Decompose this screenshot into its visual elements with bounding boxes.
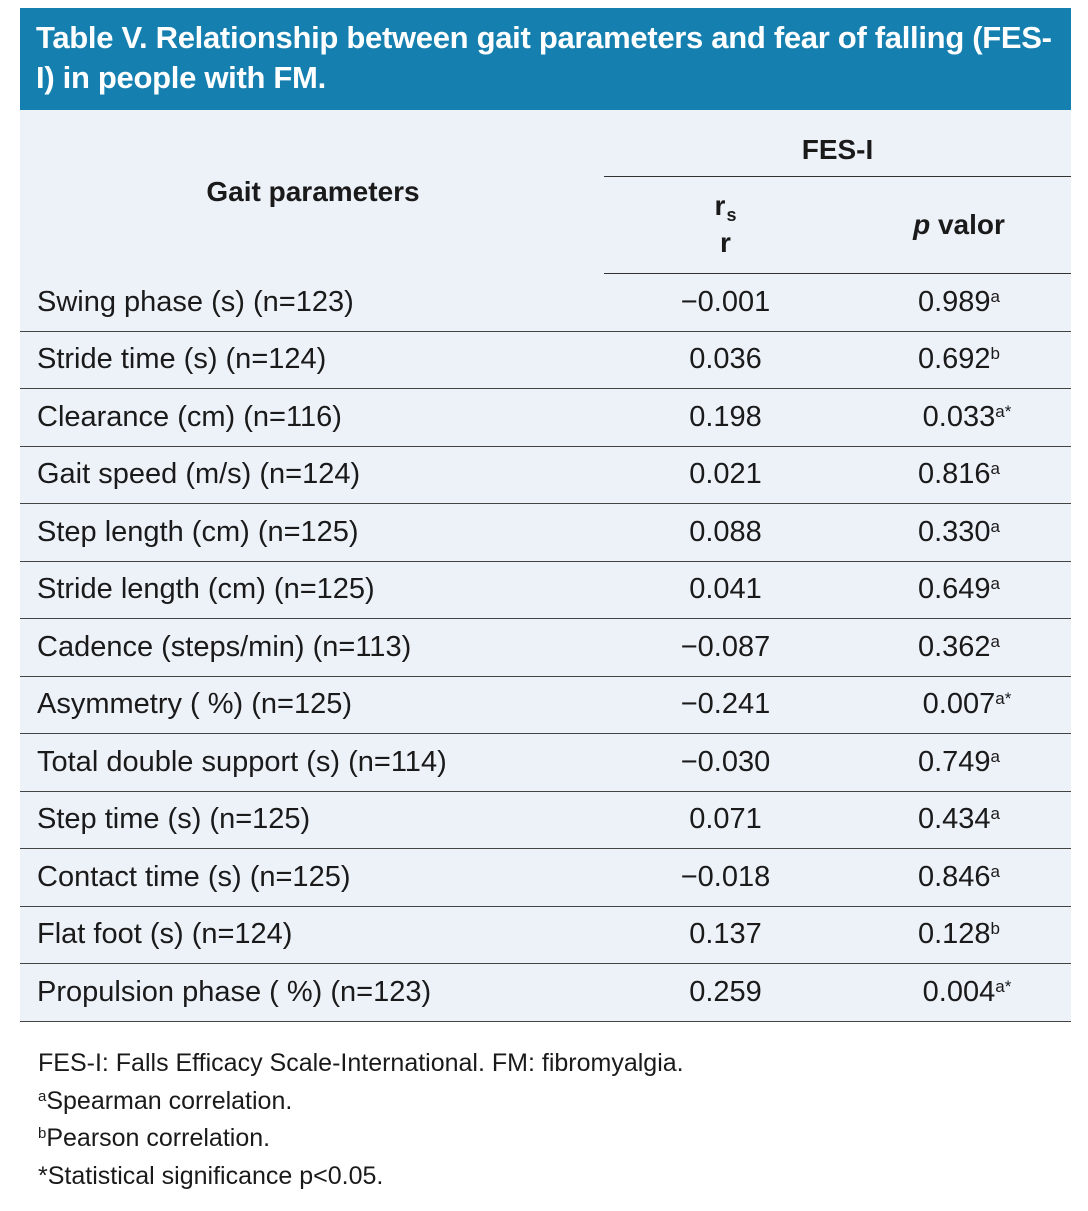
table-row: Stride length (cm) (n=125) 0.041 0.649a (20, 561, 1071, 619)
table-row: Step time (s) (n=125) 0.071 0.434a (20, 791, 1071, 849)
footnotes: FES-I: Falls Efficacy Scale-Internationa… (38, 1045, 684, 1195)
cell-gait-parameter: Step time (s) (n=125) (20, 791, 604, 849)
cell-gait-parameter: Flat foot (s) (n=124) (20, 906, 604, 964)
cell-gait-parameter: Clearance (cm) (n=116) (20, 388, 604, 447)
cell-p-valor: 0.128b (847, 906, 1071, 964)
header-p-valor: p valor (847, 176, 1071, 274)
table-row: Asymmetry ( %) (n=125) −0.241 0.007a* (20, 676, 1071, 734)
cell-gait-parameter: Stride length (cm) (n=125) (20, 561, 604, 619)
cell-p-valor: 0.692b (847, 331, 1071, 389)
table-row: Propulsion phase ( %) (n=123) 0.259 0.00… (20, 963, 1071, 1022)
cell-r: −0.241 (604, 676, 847, 734)
cell-r: 0.021 (604, 446, 847, 504)
header-fes-i: FES-I (604, 110, 1071, 177)
cell-p-valor: 0.007a* (847, 676, 1071, 734)
table-row: Gait speed (m/s) (n=124) 0.021 0.816a (20, 446, 1071, 504)
data-table: Gait parameters FES-I rs r p valor Swing … (20, 110, 1071, 1022)
cell-r: 0.137 (604, 906, 847, 964)
header-gait-parameters: Gait parameters (206, 175, 420, 207)
cell-r: −0.001 (604, 273, 847, 332)
table-title: Table V. Relationship between gait param… (20, 8, 1071, 110)
cell-gait-parameter: Propulsion phase ( %) (n=123) (20, 963, 604, 1022)
cell-p-valor: 0.816a (847, 446, 1071, 504)
cell-p-valor: 0.989a (847, 273, 1071, 332)
cell-r: 0.071 (604, 791, 847, 849)
cell-p-valor: 0.004a* (847, 963, 1071, 1022)
cell-p-valor: 0.033a* (847, 388, 1071, 447)
cell-gait-parameter: Step length (cm) (n=125) (20, 503, 604, 562)
table-row: Clearance (cm) (n=116) 0.198 0.033a* (20, 388, 1071, 447)
cell-r: 0.088 (604, 503, 847, 562)
table-container: Table V. Relationship between gait param… (20, 8, 1071, 1022)
footnote-b: bPearson correlation. (38, 1124, 271, 1152)
footnote-star: *Statistical significance p<0.05. (38, 1161, 384, 1190)
table-row: Contact time (s) (n=125) −0.018 0.846a (20, 848, 1071, 907)
table-row: Swing phase (s) (n=123) −0.001 0.989a (20, 273, 1071, 332)
cell-r: −0.018 (604, 848, 847, 907)
cell-p-valor: 0.846a (847, 848, 1071, 907)
table-row: Step length (cm) (n=125) 0.088 0.330a (20, 503, 1071, 562)
cell-gait-parameter: Asymmetry ( %) (n=125) (20, 676, 604, 734)
cell-p-valor: 0.649a (847, 561, 1071, 619)
header-r: rs r (604, 176, 847, 274)
cell-p-valor: 0.362a (847, 618, 1071, 677)
table-row: Stride time (s) (n=124) 0.036 0.692b (20, 331, 1071, 389)
footnote-a: aSpearman correlation. (38, 1086, 293, 1115)
cell-r: 0.036 (604, 331, 847, 389)
cell-r: −0.087 (604, 618, 847, 677)
cell-r: 0.198 (604, 388, 847, 447)
cell-gait-parameter: Stride time (s) (n=124) (20, 331, 604, 389)
table-row: Total double support (s) (n=114) −0.030 … (20, 733, 1071, 792)
footnote-abbrev: FES-I: Falls Efficacy Scale-Internationa… (38, 1049, 684, 1077)
cell-gait-parameter: Total double support (s) (n=114) (20, 733, 604, 792)
cell-gait-parameter: Contact time (s) (n=125) (20, 848, 604, 907)
table-row: Flat foot (s) (n=124) 0.137 0.128b (20, 906, 1071, 964)
cell-p-valor: 0.434a (847, 791, 1071, 849)
cell-p-valor: 0.330a (847, 503, 1071, 562)
cell-p-valor: 0.749a (847, 733, 1071, 792)
table-row: Cadence (steps/min) (n=113) −0.087 0.362… (20, 618, 1071, 677)
cell-r: −0.030 (604, 733, 847, 792)
cell-gait-parameter: Gait speed (m/s) (n=124) (20, 446, 604, 504)
cell-gait-parameter: Swing phase (s) (n=123) (20, 273, 604, 332)
cell-r: 0.041 (604, 561, 847, 619)
cell-gait-parameter: Cadence (steps/min) (n=113) (20, 618, 604, 677)
cell-r: 0.259 (604, 963, 847, 1022)
